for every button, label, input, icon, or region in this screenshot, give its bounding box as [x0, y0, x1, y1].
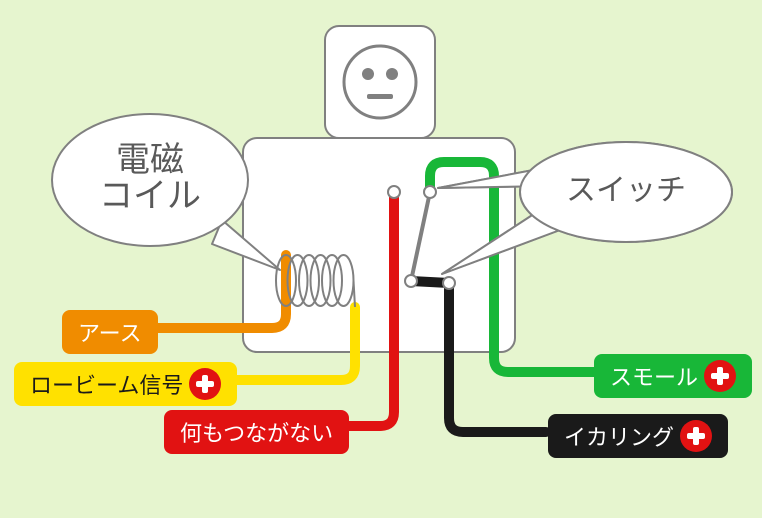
- label-small-text: スモール: [610, 360, 698, 392]
- label-none-text: 何もつながない: [180, 416, 333, 448]
- label-none: 何もつながない: [164, 410, 349, 454]
- label-earth-text: アース: [78, 316, 142, 348]
- svg-text:スイッチ: スイッチ: [566, 174, 686, 207]
- plus-icon: [704, 360, 736, 392]
- plus-icon: [680, 420, 712, 452]
- label-ika-text: イカリング: [564, 420, 674, 452]
- label-lowbeam-text: ロービーム信号: [30, 368, 183, 400]
- svg-text:電磁: 電磁: [116, 141, 184, 179]
- plus-icon: [189, 368, 221, 400]
- label-ika: イカリング: [548, 414, 728, 458]
- label-small: スモール: [594, 354, 752, 398]
- label-lowbeam: ロービーム信号: [14, 362, 237, 406]
- label-earth: アース: [62, 310, 158, 354]
- svg-text:コイル: コイル: [99, 177, 201, 215]
